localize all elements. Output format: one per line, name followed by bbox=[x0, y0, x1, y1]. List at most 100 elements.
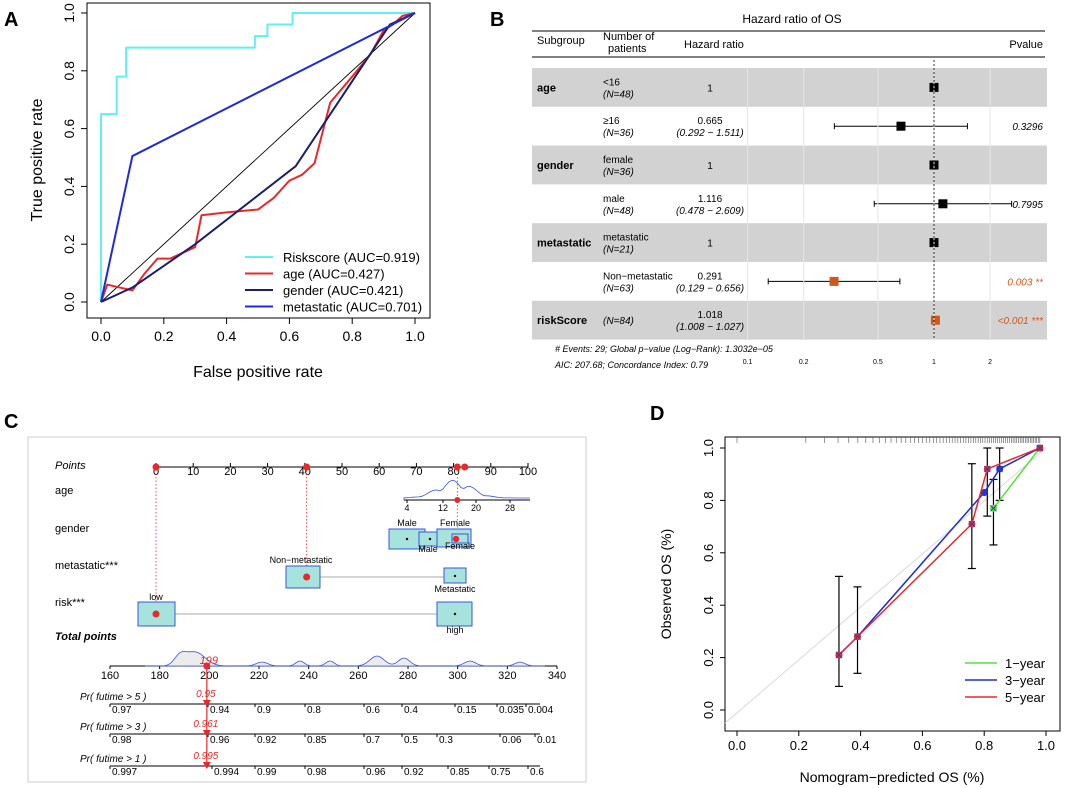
forest-pvalue: 0.3296 bbox=[1012, 122, 1043, 133]
nomogram-frame bbox=[27, 436, 587, 783]
nomogram-points-tick-label: 70 bbox=[410, 466, 422, 478]
calibration-legend-entry: 3−year bbox=[1005, 673, 1046, 688]
forest-x-tick-label: 2 bbox=[988, 359, 992, 366]
forest-hr-value: 1.116 bbox=[698, 194, 723, 205]
forest-hr-value: 1 bbox=[707, 239, 713, 250]
calibration-point-cross bbox=[1036, 444, 1044, 452]
forest-hr-value: 1 bbox=[707, 83, 713, 94]
nomogram-points-tick-label: 10 bbox=[187, 466, 199, 478]
nomogram-selected-point bbox=[461, 463, 469, 471]
forest-title: Hazard ratio of OS bbox=[742, 12, 841, 26]
nomogram-survival-tick-label: 0.96 bbox=[366, 767, 386, 778]
calibration-y-tick-label: 0.4 bbox=[701, 596, 716, 614]
nomogram-survival-label: Pr( futime > 3 ) bbox=[80, 722, 146, 733]
forest-n-label: (N=21) bbox=[603, 245, 634, 256]
forest-group-label: riskScore bbox=[537, 315, 587, 327]
nomogram-age-tick-label: 12 bbox=[438, 503, 448, 513]
forest-ci-value: (1.008 − 1.027) bbox=[676, 322, 744, 333]
nomogram-survival-tick-label: 0.94 bbox=[210, 705, 230, 716]
nomogram-points-tick-label: 60 bbox=[373, 466, 385, 478]
roc-y-axis-label: True positive rate bbox=[29, 98, 46, 221]
forest-pvalue: 0.003 ** bbox=[1007, 277, 1044, 288]
nomogram-survival-tick-label: 0.8 bbox=[307, 705, 321, 716]
nomogram-total-tick-label: 340 bbox=[548, 670, 566, 682]
nomogram-survival-tick-label: 0.85 bbox=[450, 767, 470, 778]
forest-n-label: (N=63) bbox=[603, 283, 634, 294]
col-number-line2: patients bbox=[608, 43, 647, 55]
forest-point-marker bbox=[930, 315, 940, 325]
nomogram-survival-tick-label: 0.994 bbox=[214, 767, 239, 778]
forest-point-marker bbox=[896, 121, 906, 131]
nomogram-points-label: Points bbox=[55, 460, 86, 472]
forest-point-marker bbox=[829, 276, 839, 286]
nomogram-survival-tick-label: 0.01 bbox=[537, 735, 557, 746]
roc-y-tick-label: 0.4 bbox=[61, 176, 77, 196]
nomogram-age-tick-label: 4 bbox=[404, 503, 409, 513]
nomogram-variable-label: gender bbox=[55, 523, 90, 535]
nomogram-total-tick-label: 240 bbox=[299, 670, 317, 682]
calibration-point-cross bbox=[835, 651, 843, 659]
nomogram-box-label: Female bbox=[440, 518, 470, 528]
nomogram-age-tick-label: 28 bbox=[505, 503, 515, 513]
nomogram-survival-arrow bbox=[202, 730, 211, 737]
nomogram-points-tick-label: 90 bbox=[485, 466, 497, 478]
nomogram-variable-label: risk*** bbox=[55, 597, 86, 609]
nomogram-selected-point bbox=[152, 463, 160, 471]
nomogram-survival-tick-label: 0.98 bbox=[307, 767, 327, 778]
nomogram-box-center bbox=[453, 612, 457, 616]
calibration-y-tick-label: 1.0 bbox=[701, 439, 716, 457]
nomogram-risk-selected bbox=[152, 610, 160, 618]
nomogram-points-tick-label: 50 bbox=[336, 466, 348, 478]
nomogram-box-label: Female bbox=[445, 541, 475, 551]
nomogram-survival-label: Pr( futime > 1 ) bbox=[80, 754, 146, 765]
panel-label-b: B bbox=[490, 9, 504, 31]
col-hazard-ratio: Hazard ratio bbox=[684, 39, 744, 51]
roc-y-tick-label: 1.0 bbox=[61, 3, 77, 23]
nomogram-box-label: Metastatic bbox=[434, 584, 476, 594]
nomogram-total-tick-label: 180 bbox=[150, 670, 168, 682]
nomogram-box-non-metastatic bbox=[285, 565, 321, 589]
forest-group-label: gender bbox=[537, 160, 574, 172]
nomogram-survival-tick-label: 0.15 bbox=[457, 705, 477, 716]
forest-ci-value: (0.292 − 1.511) bbox=[676, 128, 743, 139]
nomogram-age-density bbox=[403, 479, 530, 500]
nomogram-total-tick-label: 280 bbox=[399, 670, 417, 682]
roc-series-line-3 bbox=[100, 12, 416, 303]
forest-n-label: (N=48) bbox=[603, 89, 634, 100]
calibration-x-tick-label: 0.4 bbox=[852, 738, 870, 753]
calibration-legend-entry: 1−year bbox=[1005, 656, 1046, 671]
nomogram-survival-tick-label: 0.92 bbox=[257, 735, 277, 746]
forest-hr-value: 1 bbox=[707, 161, 713, 172]
nomogram-box-label: Male bbox=[418, 544, 438, 554]
forest-level-label: Non−metastatic bbox=[603, 271, 673, 282]
nomogram-points-tick-label: 0 bbox=[153, 466, 159, 478]
nomogram-box-label: high bbox=[446, 625, 463, 635]
forest-row-band bbox=[532, 68, 1047, 107]
nomogram-survival-tick-label: 0.6 bbox=[530, 767, 544, 778]
calibration-x-tick-label: 1.0 bbox=[1037, 738, 1055, 753]
calibration-y-tick-label: 0.0 bbox=[701, 701, 716, 719]
nomogram-points-tick-label: 30 bbox=[261, 466, 273, 478]
roc-x-tick-label: 0.8 bbox=[342, 328, 362, 344]
forest-level-label: <16 bbox=[603, 77, 620, 88]
calibration-point-cross bbox=[996, 465, 1004, 473]
forest-x-tick-label: 1 bbox=[932, 359, 936, 366]
nomogram-total-tick-label: 220 bbox=[250, 670, 268, 682]
nomogram-variable-label: age bbox=[55, 485, 73, 497]
calibration-point-cross bbox=[990, 504, 997, 512]
roc-y-tick-label: 0.2 bbox=[61, 234, 77, 254]
forest-pvalue: <0.001 *** bbox=[998, 316, 1044, 327]
forest-level-label: ≥16 bbox=[603, 116, 620, 127]
forest-ci-value: (0.478 − 2.609) bbox=[676, 206, 744, 217]
calibration-point-cross bbox=[983, 465, 991, 473]
forest-level-label: metastatic bbox=[603, 233, 649, 244]
forest-hr-value: 1.018 bbox=[697, 310, 722, 321]
nomogram-survival-tick-label: 0.75 bbox=[491, 767, 511, 778]
nomogram-box-female-inner bbox=[451, 533, 469, 544]
nomogram-total-points-label: Total points bbox=[55, 631, 117, 643]
nomogram-selected-point bbox=[303, 463, 311, 471]
nomogram-survival-tick-label: 0.3 bbox=[439, 735, 453, 746]
roc-legend-entry: age (AUC=0.427) bbox=[283, 267, 385, 282]
nomogram-panel: Points 0 10 20 30 40 50 60 70 80 90 100agegendermet… bbox=[27, 436, 587, 783]
